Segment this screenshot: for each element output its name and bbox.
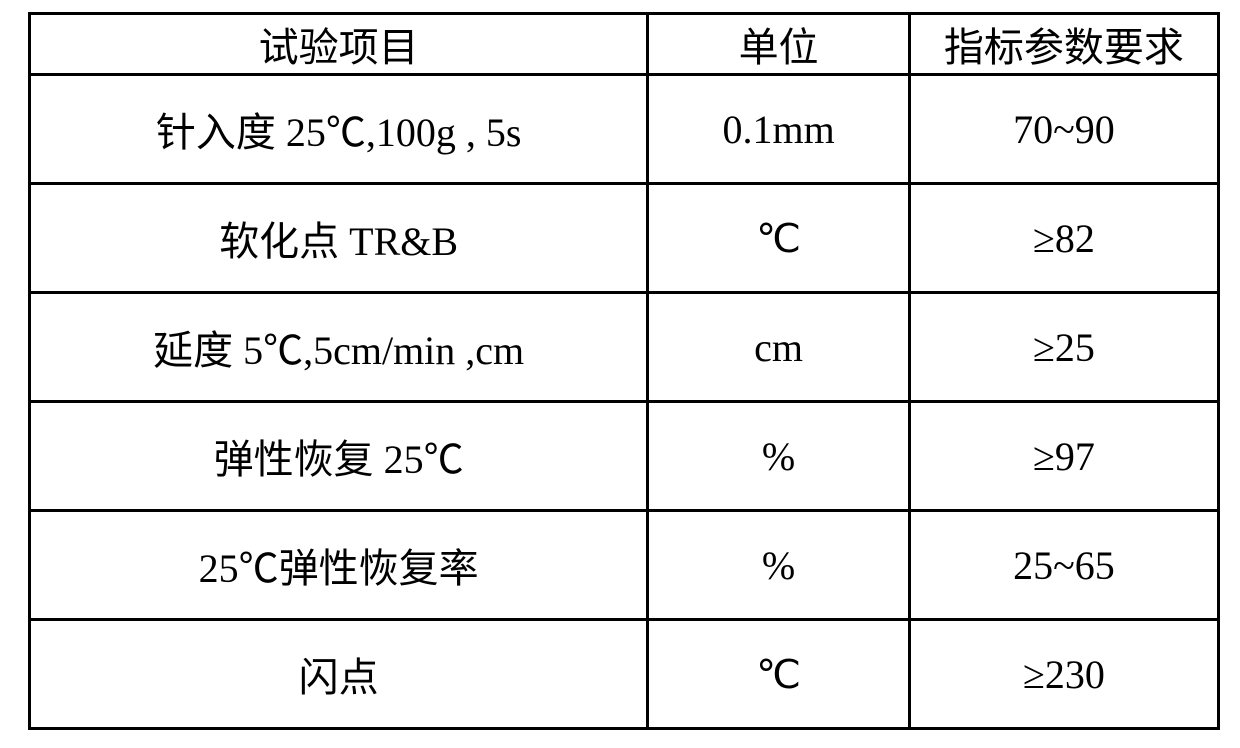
table-header-row: 试验项目 单位 指标参数要求 — [30, 14, 1219, 75]
cell-unit: % — [648, 402, 910, 511]
cell-item: 闪点 — [30, 620, 648, 729]
header-unit: 单位 — [648, 14, 910, 75]
cell-spec: 25~65 — [909, 511, 1218, 620]
table-row: 软化点 TR&B ℃ ≥82 — [30, 184, 1219, 293]
cell-spec: 70~90 — [909, 75, 1218, 184]
cell-spec: ≥97 — [909, 402, 1218, 511]
table-row: 延度 5℃,5cm/min ,cm cm ≥25 — [30, 293, 1219, 402]
cell-unit: % — [648, 511, 910, 620]
spec-table-container: 试验项目 单位 指标参数要求 针入度 25℃,100g , 5s 0.1mm 7… — [0, 0, 1240, 748]
cell-item: 弹性恢复 25℃ — [30, 402, 648, 511]
cell-item: 软化点 TR&B — [30, 184, 648, 293]
table-row: 弹性恢复 25℃ % ≥97 — [30, 402, 1219, 511]
table-row: 闪点 ℃ ≥230 — [30, 620, 1219, 729]
cell-spec: ≥82 — [909, 184, 1218, 293]
cell-item: 25℃弹性恢复率 — [30, 511, 648, 620]
cell-unit: ℃ — [648, 620, 910, 729]
table-row: 针入度 25℃,100g , 5s 0.1mm 70~90 — [30, 75, 1219, 184]
cell-unit: ℃ — [648, 184, 910, 293]
spec-table: 试验项目 单位 指标参数要求 针入度 25℃,100g , 5s 0.1mm 7… — [28, 12, 1220, 730]
header-item: 试验项目 — [30, 14, 648, 75]
header-spec: 指标参数要求 — [909, 14, 1218, 75]
cell-spec: ≥25 — [909, 293, 1218, 402]
table-row: 25℃弹性恢复率 % 25~65 — [30, 511, 1219, 620]
cell-unit: 0.1mm — [648, 75, 910, 184]
cell-item: 针入度 25℃,100g , 5s — [30, 75, 648, 184]
cell-spec: ≥230 — [909, 620, 1218, 729]
cell-item: 延度 5℃,5cm/min ,cm — [30, 293, 648, 402]
cell-unit: cm — [648, 293, 910, 402]
